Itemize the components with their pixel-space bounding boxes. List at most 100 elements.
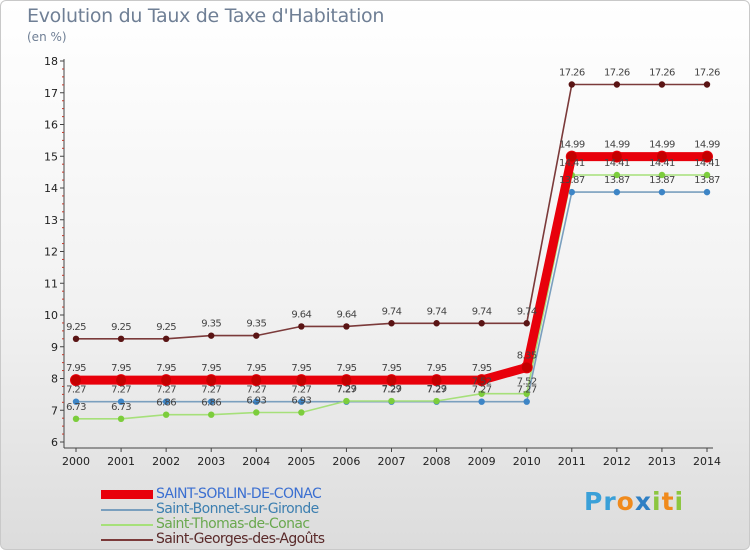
data-label: 7.95 xyxy=(246,363,266,374)
data-point xyxy=(701,150,713,163)
data-point xyxy=(205,374,218,387)
data-label: 14.99 xyxy=(694,140,720,151)
data-label: 14.99 xyxy=(649,140,675,151)
data-point xyxy=(613,188,621,196)
y-tick-label: 18 xyxy=(44,55,58,68)
data-label: 7.29 xyxy=(382,384,402,395)
data-point xyxy=(72,415,80,423)
data-point xyxy=(523,390,530,397)
data-label: 9.35 xyxy=(201,319,221,330)
data-label: 14.41 xyxy=(559,158,585,169)
data-point xyxy=(208,398,215,405)
data-label: 14.41 xyxy=(604,158,630,169)
data-label: 9.64 xyxy=(336,309,356,320)
x-tick-label: 2002 xyxy=(152,455,180,468)
chart-unit-label: (en %) xyxy=(27,30,67,44)
data-label: 7.27 xyxy=(336,385,356,396)
data-label: 7.27 xyxy=(156,385,176,396)
y-tick-label: 11 xyxy=(44,277,58,290)
data-point xyxy=(298,323,305,330)
data-label: 7.95 xyxy=(291,363,311,374)
data-point xyxy=(478,320,485,327)
data-point xyxy=(70,374,82,387)
x-tick-label: 2012 xyxy=(603,455,631,468)
data-point xyxy=(565,150,578,163)
data-point xyxy=(388,397,395,405)
data-point xyxy=(478,390,485,397)
x-tick-label: 2011 xyxy=(558,455,586,468)
y-tick-label: 12 xyxy=(44,246,58,259)
data-point xyxy=(520,361,533,374)
data-point xyxy=(388,320,395,327)
data-point xyxy=(343,397,350,405)
data-point xyxy=(523,320,530,327)
brand-letter: P xyxy=(584,487,604,516)
data-label: 9.74 xyxy=(472,306,492,317)
brand-letter: o xyxy=(616,487,635,516)
data-point xyxy=(253,409,260,416)
data-point xyxy=(298,398,305,405)
legend-swatch xyxy=(101,490,153,499)
series-line xyxy=(75,83,708,340)
data-point xyxy=(115,374,128,387)
data-label: 14.41 xyxy=(649,158,675,169)
data-point xyxy=(658,81,666,88)
data-point xyxy=(253,398,260,405)
data-point xyxy=(613,81,621,88)
data-point xyxy=(610,150,623,163)
brand-logo: Proxiti xyxy=(584,487,684,516)
data-point xyxy=(658,188,666,196)
data-label: 7.27 xyxy=(66,385,86,396)
data-point xyxy=(478,398,485,405)
data-label: 7.27 xyxy=(201,385,221,396)
y-tick-label: 7 xyxy=(51,404,58,417)
data-point xyxy=(703,188,711,196)
data-point xyxy=(703,171,711,179)
x-tick-label: 2004 xyxy=(242,455,270,468)
data-label: 7.27 xyxy=(111,385,131,396)
data-label: 6.73 xyxy=(66,402,86,413)
data-point xyxy=(250,374,263,387)
y-tick-label: 14 xyxy=(44,182,58,195)
data-point xyxy=(433,320,440,327)
data-label: 14.99 xyxy=(559,140,585,151)
x-tick-label: 2008 xyxy=(423,455,451,468)
data-label: 13.87 xyxy=(694,175,720,186)
x-tick-label: 2001 xyxy=(107,455,135,468)
data-point xyxy=(160,374,173,387)
x-tick-label: 2003 xyxy=(197,455,225,468)
data-label: 9.64 xyxy=(291,309,311,320)
data-label: 7.27 xyxy=(382,385,402,396)
data-point xyxy=(568,81,575,88)
brand-letter: x xyxy=(634,487,652,516)
brand-letter: r xyxy=(603,487,617,516)
data-point xyxy=(703,81,711,88)
data-label: 8.35 xyxy=(517,350,537,361)
data-label: 6.93 xyxy=(246,395,266,406)
data-point xyxy=(208,332,215,339)
data-label: 7.95 xyxy=(66,363,86,374)
brand-letter: i xyxy=(674,487,685,516)
data-point xyxy=(568,188,575,196)
y-tick-label: 13 xyxy=(44,214,58,227)
data-label: 7.29 xyxy=(336,384,356,395)
x-tick-label: 2005 xyxy=(287,455,315,468)
data-label: 7.95 xyxy=(111,363,131,374)
data-point xyxy=(117,398,125,405)
data-label: 13.87 xyxy=(559,175,585,186)
data-label: 6.73 xyxy=(111,402,131,413)
data-label: 13.87 xyxy=(604,175,630,186)
legend-label: SAINT-SORLIN-DE-CONAC xyxy=(156,486,322,502)
data-point xyxy=(343,323,350,330)
x-tick-label: 2010 xyxy=(513,455,541,468)
data-point xyxy=(295,374,308,387)
data-label: 9.74 xyxy=(427,306,447,317)
legend-label: Saint-Georges-des-Agoûts xyxy=(156,531,325,547)
data-label: 7.27 xyxy=(291,385,311,396)
y-tick-label: 17 xyxy=(44,87,58,100)
data-label: 7.95 xyxy=(382,363,402,374)
data-label: 9.74 xyxy=(517,306,537,317)
data-label: 7.27 xyxy=(472,385,492,396)
